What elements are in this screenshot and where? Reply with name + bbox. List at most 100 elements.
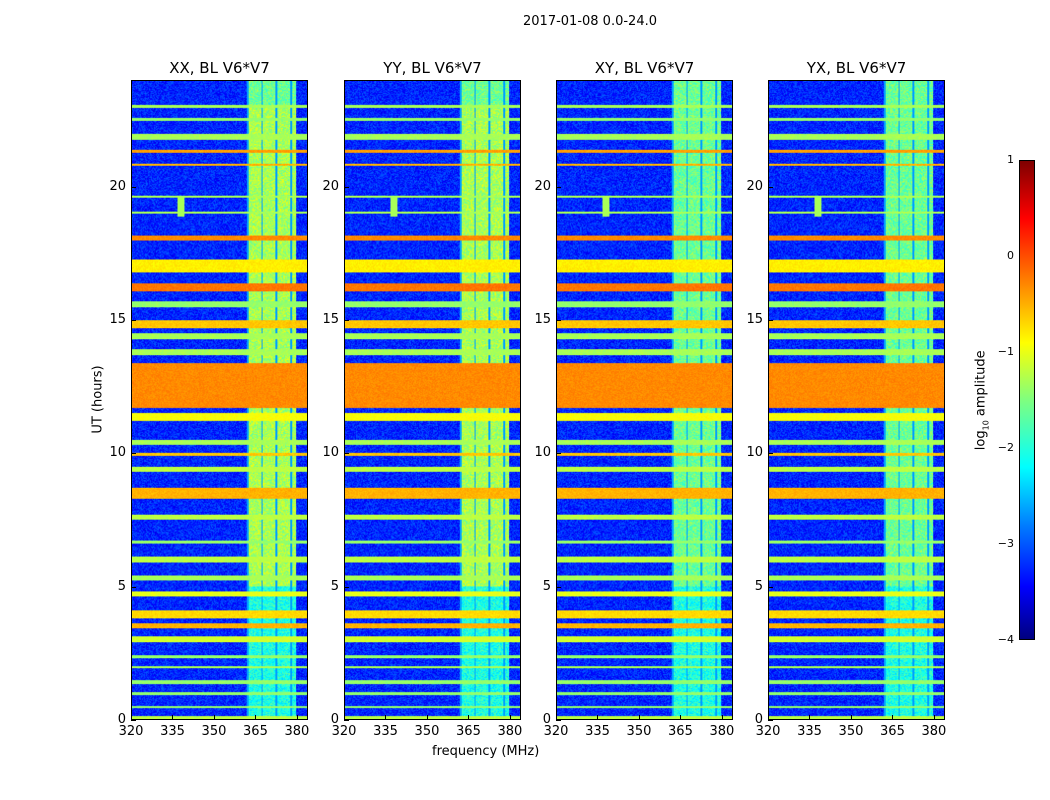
y-tick-label: 10 <box>746 445 763 461</box>
y-tick-label: 20 <box>109 178 126 194</box>
x-tick-mark <box>597 715 599 720</box>
y-tick-mark <box>344 453 349 455</box>
y-tick-label: 5 <box>330 578 339 594</box>
y-tick-mark <box>344 320 349 321</box>
y-tick-mark <box>556 320 561 321</box>
y-tick-label: 20 <box>534 178 551 194</box>
x-tick-label: 380 <box>284 724 310 739</box>
figure-suptitle: 2017-01-08 0.0-24.0 <box>523 14 657 29</box>
y-tick-label: 15 <box>534 312 551 327</box>
x-axis-label: frequency (MHz) <box>432 744 540 759</box>
x-tick-label: 380 <box>709 724 735 739</box>
y-tick-label: 5 <box>542 578 551 594</box>
y-tick-label: 10 <box>322 445 339 461</box>
y-tick-label: 0 <box>330 712 339 727</box>
x-tick-mark <box>385 715 387 720</box>
y-tick-label: 0 <box>542 712 551 727</box>
y-tick-label: 0 <box>117 712 126 727</box>
colorbar-tick-label: −1 <box>997 345 1014 358</box>
y-tick-label: 5 <box>754 578 763 594</box>
x-tick-mark <box>131 715 132 720</box>
x-tick-label: 365 <box>668 724 693 739</box>
heatmap-image <box>132 81 307 719</box>
y-tick-label: 20 <box>746 178 763 194</box>
x-tick-label: 350 <box>838 724 864 739</box>
panel-title: YX, BL V6*V7 <box>806 59 907 77</box>
x-tick-mark <box>556 715 557 720</box>
x-tick-label: 320 <box>331 724 357 739</box>
x-tick-label: 380 <box>497 724 523 739</box>
panel-title: YY, BL V6*V7 <box>383 59 482 77</box>
y-tick-mark <box>556 453 561 455</box>
y-tick-label: 15 <box>109 312 126 327</box>
x-tick-label: 380 <box>921 724 947 739</box>
x-tick-label: 350 <box>414 724 440 739</box>
y-axis-label: UT (hours) <box>90 365 106 434</box>
y-tick-mark <box>131 586 136 588</box>
x-tick-mark <box>426 715 428 720</box>
y-tick-mark <box>131 720 136 721</box>
y-tick-mark <box>131 453 136 455</box>
x-tick-label: 335 <box>373 724 398 739</box>
y-tick-label: 10 <box>109 445 126 461</box>
y-tick-mark <box>768 186 773 188</box>
y-tick-mark <box>344 720 349 721</box>
y-tick-label: 20 <box>322 178 339 194</box>
y-tick-mark <box>768 453 773 455</box>
x-tick-mark <box>721 715 723 720</box>
x-tick-mark <box>509 715 511 720</box>
colorbar-tick-label: −4 <box>997 633 1014 646</box>
x-tick-mark <box>933 715 935 720</box>
colorbar-label-amp: amplitude <box>973 350 989 421</box>
x-tick-mark <box>255 715 257 720</box>
y-tick-mark <box>344 586 349 588</box>
heatmap-image <box>557 81 732 719</box>
x-tick-mark <box>296 715 298 720</box>
colorbar-label-sub: 10 <box>981 420 991 431</box>
y-tick-mark <box>768 586 773 588</box>
heatmap-panel <box>768 80 945 720</box>
panel-title: XX, BL V6*V7 <box>169 59 270 77</box>
colorbar <box>1019 160 1035 640</box>
x-tick-mark <box>172 715 174 720</box>
x-tick-label: 365 <box>456 724 481 739</box>
x-tick-mark <box>850 715 852 720</box>
x-tick-mark <box>680 715 682 720</box>
x-tick-mark <box>638 715 640 720</box>
heatmap-image <box>345 81 520 719</box>
x-tick-mark <box>344 715 345 720</box>
x-tick-mark <box>213 715 215 720</box>
heatmap-image <box>769 81 944 719</box>
x-tick-label: 320 <box>543 724 569 739</box>
x-tick-mark <box>468 715 470 720</box>
x-tick-mark <box>892 715 894 720</box>
y-tick-mark <box>768 720 773 721</box>
y-tick-mark <box>556 586 561 588</box>
y-tick-label: 10 <box>534 445 551 461</box>
y-tick-mark <box>131 186 136 188</box>
x-tick-label: 335 <box>585 724 610 739</box>
heatmap-panel <box>556 80 733 720</box>
y-tick-label: 5 <box>117 578 126 594</box>
x-tick-label: 350 <box>626 724 652 739</box>
y-tick-mark <box>344 186 349 188</box>
colorbar-tick-label: 0 <box>1007 249 1014 262</box>
panel-title: XY, BL V6*V7 <box>594 59 695 77</box>
y-tick-mark <box>556 186 561 188</box>
x-tick-label: 365 <box>880 724 905 739</box>
y-tick-mark <box>131 320 136 321</box>
heatmap-panel <box>344 80 521 720</box>
x-tick-label: 365 <box>243 724 268 739</box>
x-tick-label: 335 <box>797 724 822 739</box>
x-tick-label: 350 <box>201 724 227 739</box>
y-tick-label: 15 <box>322 312 339 327</box>
x-tick-mark <box>809 715 811 720</box>
heatmap-panel <box>131 80 308 720</box>
y-tick-label: 15 <box>746 312 763 327</box>
x-tick-label: 335 <box>160 724 185 739</box>
y-tick-mark <box>556 720 561 721</box>
x-tick-mark <box>768 715 769 720</box>
colorbar-tick-label: 1 <box>1007 153 1014 166</box>
colorbar-tick-label: −3 <box>997 537 1014 550</box>
